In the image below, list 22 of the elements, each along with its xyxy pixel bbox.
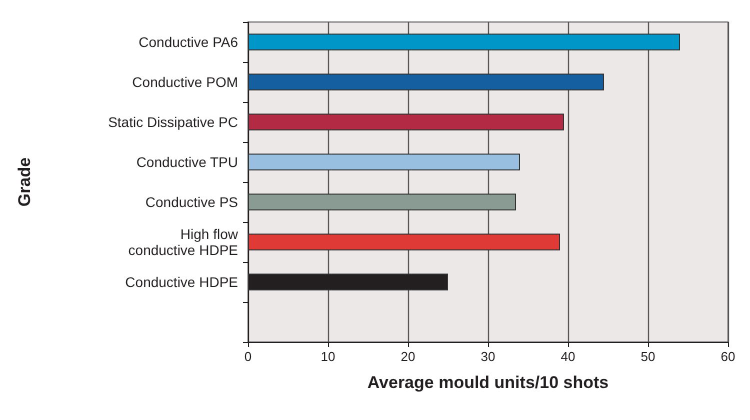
bar [248,194,516,210]
y-tick-label: Conductive TPU [136,154,238,170]
y-tick-label: Conductive PS [145,194,238,210]
bar [248,234,560,250]
x-tick-label: 60 [720,349,736,364]
y-tick-label: Conductive HDPE [125,274,238,290]
x-axis-title: Average mould units/10 shots [367,373,609,392]
x-tick-label: 40 [560,349,576,364]
bar [248,154,520,170]
bar [248,114,564,130]
y-tick-label: Conductive PA6 [138,34,238,50]
x-tick-label: 30 [480,349,496,364]
x-tick-label: 50 [640,349,656,364]
bar [248,34,680,50]
y-tick-label: High flow conductive HDPE [128,226,239,258]
x-tick-label: 0 [244,349,252,364]
y-tick-label: Static Dissipative PC [108,114,238,130]
x-tick-label: 10 [320,349,336,364]
bar [248,74,604,90]
y-axis-title: Grade [15,157,34,207]
y-tick-label: Conductive POM [132,74,238,90]
x-tick-label: 20 [400,349,416,364]
